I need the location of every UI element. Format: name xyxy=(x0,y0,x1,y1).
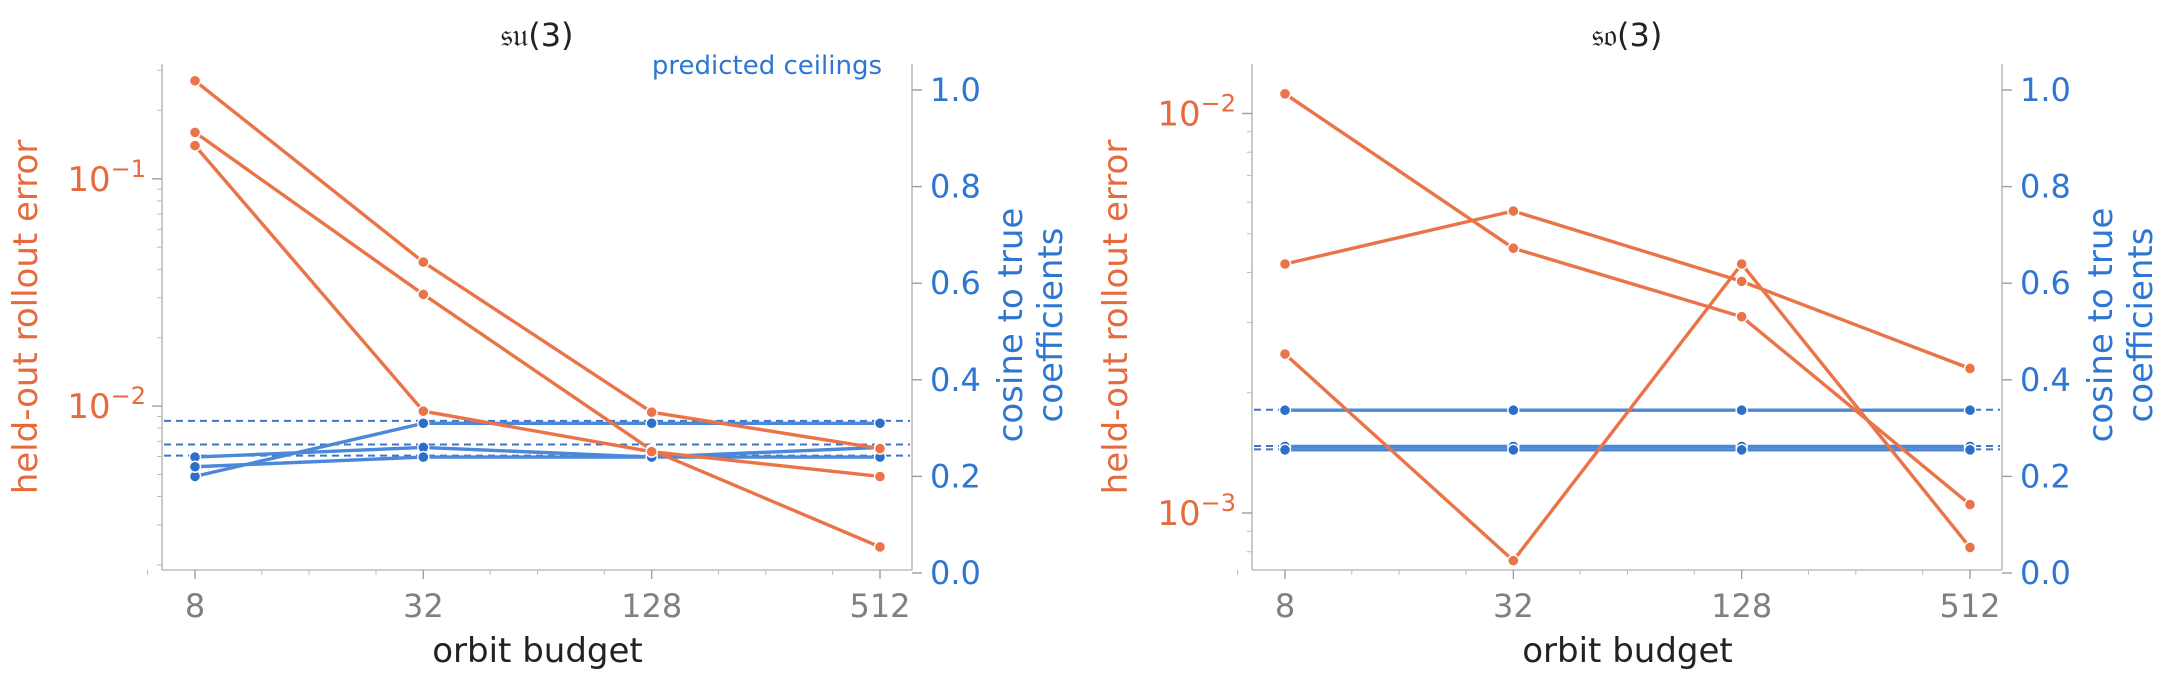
error-series-line xyxy=(193,144,881,479)
error-point xyxy=(873,540,887,554)
left-y-tick-label: 10−2 xyxy=(1157,89,1236,134)
panel-su3: 8 32 128 512 10−2 10−1 0.0 0.2 0.4 0.6 0.8 1.0 𝔰𝔲(3)… xyxy=(6,16,1071,671)
right-y-axis-label: cosine to truecoefficients xyxy=(2081,208,2161,443)
panel-so3: 8 32 128 512 10−3 10−2 0.0 0.2 0.4 0.6 0.8 1.0 𝔰𝔬(3)… xyxy=(1096,16,2161,671)
right-y-tick-label: 0.8 xyxy=(930,168,981,206)
error-point xyxy=(1507,554,1520,567)
error-point xyxy=(873,442,887,455)
left-y-tick-label: 10−2 xyxy=(67,382,146,427)
error-point xyxy=(1507,242,1520,255)
error-series-line xyxy=(193,79,881,451)
x-tick-label: 32 xyxy=(1493,587,1534,625)
cosine-point xyxy=(1735,443,1748,457)
cosine-point xyxy=(873,417,887,430)
error-point xyxy=(1278,347,1292,361)
x-tick-label: 512 xyxy=(1939,587,2000,625)
error-point xyxy=(188,139,202,152)
right-y-tick-label: 0.0 xyxy=(2020,554,2071,592)
left-y-tick-label: 10−3 xyxy=(1157,489,1236,534)
cosine-point xyxy=(1507,443,1520,457)
error-point xyxy=(417,404,430,418)
cosine-point xyxy=(1278,404,1292,417)
error-point xyxy=(1963,362,1977,375)
right-y-tick-label: 0.0 xyxy=(930,554,981,592)
error-point xyxy=(873,470,887,483)
error-series-line xyxy=(1284,92,1972,506)
right-y-tick-label: 0.2 xyxy=(2020,457,2071,495)
error-point xyxy=(1278,87,1292,101)
right-y-tick-label: 0.4 xyxy=(930,361,981,399)
cosine-point xyxy=(645,417,658,430)
right-y-tick-label: 0.8 xyxy=(2020,168,2071,206)
error-series-line xyxy=(1284,209,1971,371)
x-tick-label: 512 xyxy=(849,587,910,625)
x-tick-label: 128 xyxy=(621,587,682,625)
cosine-point xyxy=(1963,443,1977,457)
error-point xyxy=(1963,541,1977,554)
error-point xyxy=(1963,498,1977,511)
cosine-series-line xyxy=(194,445,880,459)
x-axis-label: orbit budget xyxy=(432,631,643,671)
x-tick-label: 128 xyxy=(1711,587,1772,625)
cosine-point xyxy=(1507,404,1520,417)
error-point xyxy=(417,288,430,301)
right-y-tick-label: 1.0 xyxy=(2020,71,2071,109)
error-point xyxy=(1278,257,1292,271)
cosine-series-line xyxy=(194,445,881,469)
right-y-axis-label: cosine to truecoefficients xyxy=(991,208,1071,443)
annotation-predicted-ceilings: predicted ceilings xyxy=(652,51,882,81)
cosine-point xyxy=(1735,404,1748,417)
right-y-tick-label: 0.6 xyxy=(2020,264,2071,302)
error-point xyxy=(1507,204,1520,218)
cosine-series-line xyxy=(194,421,880,479)
chart-title: 𝔰𝔬(3) xyxy=(1592,16,1663,54)
left-y-tick-label: 10−1 xyxy=(67,155,146,200)
cosine-point xyxy=(1963,404,1977,417)
right-y-tick-label: 0.6 xyxy=(930,264,981,302)
chart-title: 𝔰𝔲(3) xyxy=(500,16,573,54)
x-axis-label: orbit budget xyxy=(1522,631,1733,671)
error-point xyxy=(188,74,202,87)
left-y-axis-label: held-out rollout error xyxy=(6,140,46,495)
error-point xyxy=(645,445,658,458)
cosine-point xyxy=(417,450,430,464)
error-point xyxy=(1735,275,1748,288)
x-tick-label: 8 xyxy=(185,587,205,625)
right-y-tick-label: 0.4 xyxy=(2020,361,2071,399)
right-y-tick-label: 0.2 xyxy=(930,457,981,495)
cosine-point xyxy=(417,417,430,430)
error-series-line xyxy=(194,131,881,549)
x-tick-label: 32 xyxy=(403,587,444,625)
error-series-line xyxy=(1283,262,1972,563)
right-y-tick-label: 1.0 xyxy=(930,71,981,109)
x-tick-label: 8 xyxy=(1275,587,1295,625)
error-point xyxy=(188,126,202,139)
error-point xyxy=(1735,310,1748,323)
cosine-point xyxy=(188,460,202,473)
error-point xyxy=(417,255,430,269)
error-point xyxy=(645,405,658,419)
left-y-axis-label: held-out rollout error xyxy=(1096,140,1136,495)
error-point xyxy=(1735,257,1748,271)
cosine-point xyxy=(1278,443,1292,457)
